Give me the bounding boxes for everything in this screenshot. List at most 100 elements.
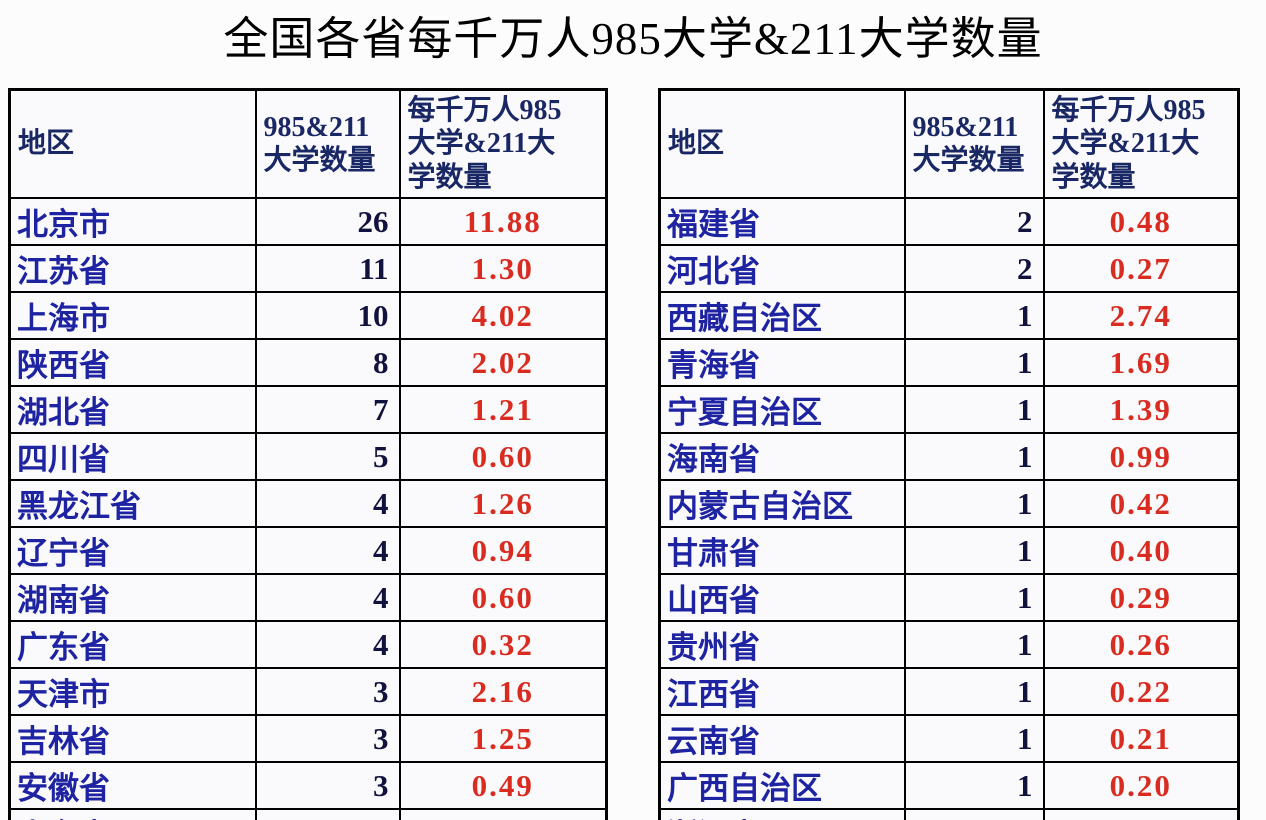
rate-cell: 1.30: [398, 244, 608, 293]
region-cell: 山西省: [658, 573, 906, 622]
count-cell: 7: [254, 385, 401, 434]
table-row: 江苏省 11 1.30: [8, 244, 608, 293]
rate-cell: 1.25: [398, 714, 608, 763]
count-cell: 3: [254, 714, 401, 763]
table-row: 上海市 10 4.02: [8, 291, 608, 340]
rate-cell: 0.49: [398, 761, 608, 810]
rate-cell: 1.26: [398, 479, 608, 528]
region-cell: 云南省: [658, 714, 906, 763]
rate-cell: 4.02: [398, 291, 608, 340]
table-row: 湖南省 4 0.60: [8, 573, 608, 622]
region-cell: 辽宁省: [8, 526, 257, 575]
rate-cell: 0.20: [1042, 761, 1240, 810]
region-cell: 湖北省: [8, 385, 257, 434]
region-cell: 河北省: [658, 244, 906, 293]
region-cell: 湖南省: [8, 573, 257, 622]
rate-cell: 0.40: [1042, 526, 1240, 575]
region-cell: 北京市: [8, 197, 257, 246]
rate-cell: 0.30: [398, 808, 608, 820]
region-cell: 吉林省: [8, 714, 257, 763]
header-row: 地区 985&211大学数量 每千万人985大学&211大学数量: [8, 88, 608, 199]
universities-table-left: 地区 985&211大学数量 每千万人985大学&211大学数量 北京市 26 11…: [8, 88, 608, 820]
count-cell: 1: [903, 338, 1045, 387]
count-cell: 1: [903, 761, 1045, 810]
region-cell: 广东省: [8, 620, 257, 669]
region-cell: 广西自治区: [658, 761, 906, 810]
table-row: 浙江省10.15: [658, 808, 1240, 820]
count-cell: 1: [903, 667, 1045, 716]
region-cell: 内蒙古自治区: [658, 479, 906, 528]
table-row: 甘肃省 1 0.40: [658, 526, 1240, 575]
rate-cell: 11.88: [398, 197, 608, 246]
count-cell: 1: [903, 573, 1045, 622]
count-cell: 11: [254, 244, 401, 293]
rate-cell: 0.99: [1042, 432, 1240, 481]
count-cell: 3: [254, 808, 401, 820]
count-cell: 1: [903, 808, 1045, 820]
rate-cell: 0.21: [1042, 714, 1240, 763]
table-row: 天津市 3 2.16: [8, 667, 608, 716]
table-row: 山东省30.30: [8, 808, 608, 820]
region-cell: 江苏省: [8, 244, 257, 293]
column-header-count: 985&211大学数量: [903, 88, 1045, 199]
column-header-rate: 每千万人985大学&211大学数量: [1042, 88, 1240, 199]
universities-table-right: 地区 985&211大学数量 每千万人985大学&211大学数量 福建省 2 0.4…: [658, 88, 1240, 820]
rate-cell: 1.21: [398, 385, 608, 434]
count-cell: 2: [903, 244, 1045, 293]
rate-cell: 0.32: [398, 620, 608, 669]
region-cell: 山东省: [8, 808, 257, 820]
count-cell: 10: [254, 291, 401, 340]
table-row: 黑龙江省 4 1.26: [8, 479, 608, 528]
rate-cell: 2.74: [1042, 291, 1240, 340]
count-cell: 26: [254, 197, 401, 246]
table-row: 云南省 1 0.21: [658, 714, 1240, 763]
count-cell: 1: [903, 526, 1045, 575]
count-cell: 1: [903, 479, 1045, 528]
header-row: 地区 985&211大学数量 每千万人985大学&211大学数量: [658, 88, 1240, 199]
count-cell: 8: [254, 338, 401, 387]
table-row: 宁夏自治区 1 1.39: [658, 385, 1240, 434]
region-cell: 宁夏自治区: [658, 385, 906, 434]
count-cell: 3: [254, 667, 401, 716]
count-cell: 1: [903, 432, 1045, 481]
rate-cell: 0.48: [1042, 197, 1240, 246]
rate-cell: 0.60: [398, 432, 608, 481]
table-row: 青海省 1 1.69: [658, 338, 1240, 387]
rate-cell: 0.42: [1042, 479, 1240, 528]
rate-cell: 1.69: [1042, 338, 1240, 387]
table-row: 福建省 2 0.48: [658, 197, 1240, 246]
table-row: 贵州省 1 0.26: [658, 620, 1240, 669]
region-cell: 安徽省: [8, 761, 257, 810]
table-row: 安徽省 3 0.49: [8, 761, 608, 810]
rate-cell: 0.29: [1042, 573, 1240, 622]
rate-cell: 0.22: [1042, 667, 1240, 716]
region-cell: 西藏自治区: [658, 291, 906, 340]
region-cell: 贵州省: [658, 620, 906, 669]
region-cell: 天津市: [8, 667, 257, 716]
count-cell: 1: [903, 714, 1045, 763]
table-row: 辽宁省 4 0.94: [8, 526, 608, 575]
region-cell: 江西省: [658, 667, 906, 716]
table-row: 西藏自治区 1 2.74: [658, 291, 1240, 340]
rate-cell: 0.26: [1042, 620, 1240, 669]
table-row: 内蒙古自治区 1 0.42: [658, 479, 1240, 528]
region-cell: 上海市: [8, 291, 257, 340]
count-cell: 4: [254, 573, 401, 622]
table-row: 河北省 2 0.27: [658, 244, 1240, 293]
table-row: 陕西省 8 2.02: [8, 338, 608, 387]
count-cell: 1: [903, 385, 1045, 434]
table-row: 湖北省 7 1.21: [8, 385, 608, 434]
region-cell: 黑龙江省: [8, 479, 257, 528]
table-row: 广西自治区 1 0.20: [658, 761, 1240, 810]
rate-cell: 0.60: [398, 573, 608, 622]
region-cell: 甘肃省: [658, 526, 906, 575]
rate-cell: 2.02: [398, 338, 608, 387]
count-cell: 4: [254, 620, 401, 669]
region-cell: 浙江省: [658, 808, 906, 820]
table-row: 广东省 4 0.32: [8, 620, 608, 669]
region-cell: 海南省: [658, 432, 906, 481]
page-title: 全国各省每千万人985大学&211大学数量: [223, 14, 1043, 64]
column-header-region: 地区: [658, 88, 906, 199]
column-header-rate: 每千万人985大学&211大学数量: [398, 88, 608, 199]
